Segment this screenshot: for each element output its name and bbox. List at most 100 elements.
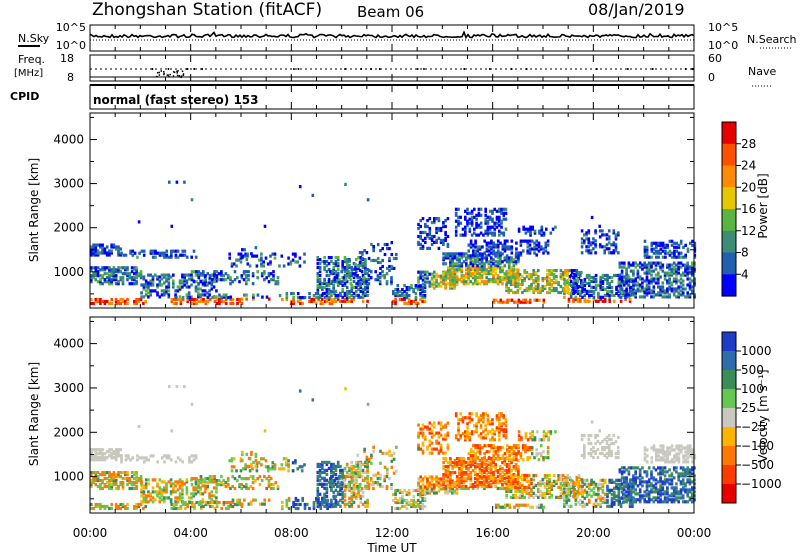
scatter-cell — [144, 299, 147, 304]
scatter-cell — [576, 277, 580, 282]
scatter-cell — [369, 270, 373, 274]
scatter-cell — [496, 249, 500, 253]
scatter-cell — [473, 215, 476, 219]
scatter-cell — [190, 504, 194, 509]
scatter-cell — [504, 420, 508, 424]
scatter-cell — [424, 475, 427, 479]
scatter-cell — [534, 277, 538, 281]
scatter-cell — [605, 243, 609, 247]
scatter-cell — [499, 276, 502, 280]
scatter-cell — [435, 274, 438, 278]
scatter-cell — [335, 274, 339, 278]
scatter-cell — [94, 272, 98, 276]
scatter-cell — [493, 430, 496, 434]
scatter-cell — [516, 284, 520, 289]
scatter-cell — [407, 294, 411, 298]
scatter-cell — [585, 273, 589, 278]
scatter-cell — [135, 270, 138, 274]
scatter-cell — [496, 456, 500, 460]
scatter-cell — [263, 475, 266, 479]
scatter-cell — [672, 291, 676, 295]
scatter-cell — [321, 484, 324, 488]
scatter-cell — [426, 270, 429, 274]
scatter-cell — [342, 475, 346, 479]
scatter-cell — [321, 482, 324, 486]
scatter-cell — [392, 301, 395, 306]
scatter-cell — [370, 258, 373, 263]
scatter-cell — [430, 487, 434, 491]
scatter-cell — [417, 222, 420, 227]
scatter-cell — [211, 278, 214, 282]
scatter-cell — [147, 281, 150, 285]
scatter-cell — [231, 475, 234, 479]
scatter-cell — [559, 273, 563, 277]
scatter-cell — [430, 429, 434, 433]
scatter-cell — [94, 479, 98, 483]
scatter-cell — [476, 249, 480, 253]
scatter-cell — [357, 488, 360, 492]
scatter-cell — [361, 462, 365, 466]
scatter-cell — [499, 467, 502, 471]
scatter-cell — [501, 278, 504, 282]
scatter-cell — [530, 446, 534, 450]
scatter-cell — [390, 282, 393, 286]
scatter-cell — [424, 230, 427, 235]
scatter-cell — [367, 256, 371, 261]
scatter-cell — [514, 279, 517, 283]
scatter-cell — [343, 466, 347, 470]
scatter-cell — [156, 291, 159, 295]
scatter-cell — [474, 456, 477, 460]
scatter-cell — [521, 458, 525, 462]
scatter-cell — [355, 480, 358, 484]
scatter-cell — [289, 262, 293, 266]
scatter-cell — [527, 485, 531, 489]
scatter-cell — [325, 273, 329, 278]
scatter-cell — [114, 278, 118, 282]
scatter-cell — [483, 282, 486, 286]
scatter-cell — [119, 475, 122, 479]
scatter-cell — [499, 241, 502, 245]
scatter-cell — [485, 249, 489, 253]
scatter-cell — [509, 473, 513, 478]
scatter-cell — [348, 504, 351, 508]
scatter-cell — [112, 450, 116, 454]
scatter-cell — [341, 482, 344, 486]
scatter-cell — [417, 483, 420, 487]
scatter-cell — [407, 288, 411, 292]
scatter-cell — [151, 490, 155, 494]
scatter-cell — [453, 270, 457, 274]
scatter-cell — [137, 479, 141, 483]
scatter-cell — [510, 458, 514, 462]
scatter-cell — [352, 464, 356, 468]
scatter-cell — [474, 260, 477, 264]
scatter-cell — [460, 254, 464, 258]
scatter-cell — [459, 233, 462, 237]
scatter-cell — [412, 488, 415, 493]
scatter-cell — [479, 414, 483, 418]
scatter-cell — [659, 251, 663, 255]
scatter-cell — [538, 231, 541, 235]
scatter-cell — [492, 266, 495, 270]
scatter-cell — [686, 247, 690, 251]
scatter-cell — [457, 428, 460, 432]
scatter-cell — [323, 256, 326, 260]
scatter-cell — [296, 506, 300, 511]
scatter-cell — [114, 506, 118, 511]
scatter-cell — [453, 264, 457, 268]
scatter-cell — [620, 277, 624, 281]
scatter-cell — [648, 255, 651, 259]
scatter-cell — [325, 478, 329, 482]
scatter-cell — [594, 231, 597, 235]
scatter-cell — [367, 459, 371, 463]
scatter-cell — [114, 270, 118, 274]
scatter-cell — [336, 293, 340, 297]
scatter-cell — [144, 498, 148, 502]
scatter-cell — [652, 269, 656, 273]
scatter-cell — [124, 253, 128, 257]
scatter-cell — [341, 476, 344, 480]
scatter-cell — [597, 291, 600, 295]
scatter-cell — [666, 251, 669, 255]
scatter-cell — [358, 251, 362, 255]
scatter-cell — [625, 295, 628, 299]
scatter-cell — [140, 480, 143, 484]
